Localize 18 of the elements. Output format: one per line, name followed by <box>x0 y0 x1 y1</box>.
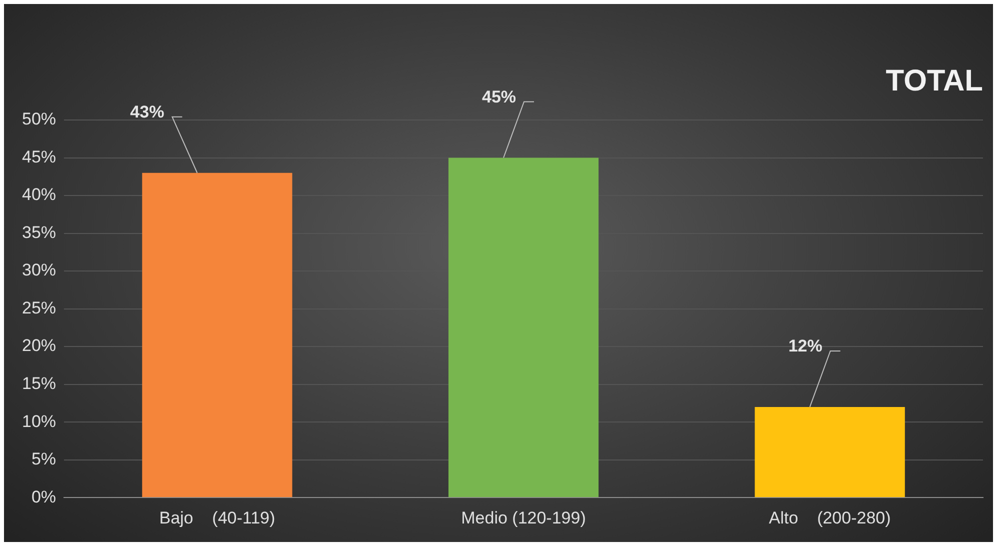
y-tick-label: 35% <box>22 222 56 242</box>
y-tick-label: 40% <box>22 185 56 204</box>
y-tick-label: 20% <box>22 336 56 356</box>
x-tick-label: Alto (200-280) <box>768 508 891 528</box>
x-tick-label: Medio (120-199) <box>461 508 586 528</box>
y-tick-label: 50% <box>22 110 56 129</box>
x-tick-label: Bajo (40-119) <box>159 508 276 528</box>
y-tick-label: 30% <box>22 260 56 280</box>
y-tick-label: 10% <box>22 412 56 431</box>
y-tick-label: 0% <box>31 487 56 506</box>
chart-title: TOTAL <box>886 64 983 98</box>
data-label: 43% <box>130 102 164 122</box>
y-tick-label: 5% <box>31 450 56 469</box>
y-tick-label: 25% <box>22 298 56 318</box>
y-tick-label: 15% <box>22 374 56 394</box>
data-label: 45% <box>482 87 516 106</box>
y-tick-label: 45% <box>22 147 56 166</box>
data-label: 12% <box>788 336 822 356</box>
